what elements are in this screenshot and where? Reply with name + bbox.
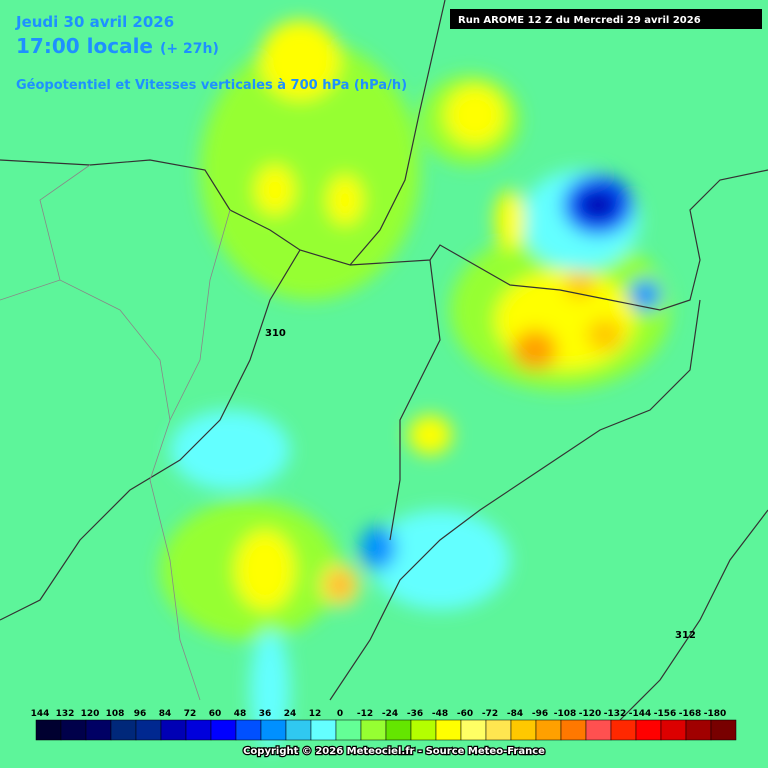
legend-label: -180 — [704, 709, 727, 719]
run: Run AROME 12 Z du Mercredi 29 avril 2026 — [458, 15, 701, 26]
legend-label: 120 — [81, 709, 100, 719]
legend-swatch — [585, 719, 612, 741]
legend-swatch — [660, 719, 687, 741]
legend-swatch — [535, 719, 562, 741]
legend-swatch — [460, 719, 487, 741]
legend-label: -108 — [554, 709, 577, 719]
legend-label: -24 — [382, 709, 398, 719]
legend-swatch — [560, 719, 587, 741]
lead: (+ 27h) — [160, 41, 219, 57]
legend-swatch — [485, 719, 512, 741]
subtitle: Géopotentiel et Vitesses verticales à 70… — [16, 78, 407, 93]
legend: 144 132 120 108 96 84 72 60 48 36 24 12 0 -12 -24 -36 -4… — [31, 709, 737, 741]
legend-swatch — [435, 719, 462, 741]
legend-label: 96 — [134, 709, 147, 719]
legend-label: 144 — [31, 709, 50, 719]
time: 17:00 locale — [16, 34, 153, 58]
legend-swatch — [85, 719, 112, 741]
legend-swatch — [310, 719, 337, 741]
legend-label: 48 — [234, 709, 247, 719]
legend-swatch — [210, 719, 237, 741]
date: Jeudi 30 avril 2026 — [15, 13, 174, 31]
footer: Copyright © 2026 Meteociel.fr - Source M… — [243, 746, 545, 757]
legend-label: 0 — [337, 709, 343, 719]
legend-label: -60 — [457, 709, 473, 719]
legend-swatch — [385, 719, 412, 741]
legend-label: -12 — [357, 709, 373, 719]
run-box — [450, 9, 762, 29]
legend-swatch — [60, 719, 87, 741]
legend-label: 108 — [106, 709, 125, 719]
legend-swatch — [110, 719, 137, 741]
legend-label: -48 — [432, 709, 448, 719]
legend-swatch — [360, 719, 387, 741]
legend-label: 132 — [56, 709, 75, 719]
admin-borders — [0, 164, 231, 701]
legend-label: 72 — [184, 709, 197, 719]
legend-swatch — [160, 719, 187, 741]
legend-swatch — [185, 719, 212, 741]
legend-swatch — [710, 719, 737, 741]
legend-swatch — [260, 719, 287, 741]
legend-label: -144 — [629, 709, 652, 719]
legend-swatch — [335, 719, 362, 741]
legend-swatch — [685, 719, 712, 741]
legend-swatch — [510, 719, 537, 741]
legend-swatch — [610, 719, 637, 741]
legend-label: 24 — [284, 709, 297, 719]
legend-swatch — [410, 719, 437, 741]
legend-label: 84 — [159, 709, 172, 719]
contour-label: 310 — [265, 328, 286, 339]
borders — [0, 0, 768, 721]
legend-label: -120 — [579, 709, 602, 719]
contour-label: 312 — [675, 630, 696, 641]
legend-label: -96 — [532, 709, 548, 719]
legend-swatch — [35, 719, 62, 741]
legend-label: 60 — [209, 709, 222, 719]
legend-swatch — [635, 719, 662, 741]
legend-label: -72 — [482, 709, 498, 719]
legend-swatch — [235, 719, 262, 741]
legend-label: -36 — [407, 709, 423, 719]
legend-swatch — [135, 719, 162, 741]
field — [160, 20, 670, 750]
legend-swatch — [285, 719, 312, 741]
legend-label: -84 — [507, 709, 523, 719]
legend-label: -168 — [679, 709, 702, 719]
legend-label: -156 — [654, 709, 677, 719]
legend-label: -132 — [604, 709, 627, 719]
legend-label: 36 — [259, 709, 272, 719]
legend-label: 12 — [309, 709, 322, 719]
